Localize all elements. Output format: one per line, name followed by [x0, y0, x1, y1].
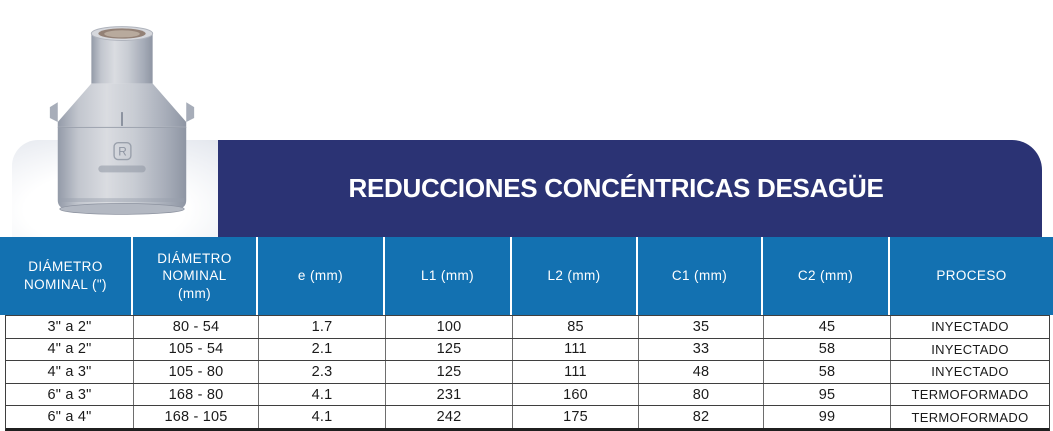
table-row: 6" a 4" 168 - 105 4.1 242 175 82 99 TERM…: [6, 406, 1049, 428]
col-header-l1-mm: L1 (mm): [385, 237, 512, 315]
cell-diametro-in: 6" a 3": [6, 383, 134, 406]
cell-l1: 231: [386, 383, 513, 406]
cell-proceso: INYECTADO: [931, 319, 1009, 335]
cell-diametro-mm: 168 - 105: [134, 406, 259, 428]
cell-diametro-in: 3" a 2": [6, 316, 134, 338]
reducer-cone: [57, 83, 187, 127]
cell-e: 1.7: [259, 316, 386, 338]
reducer-tab-right: [186, 102, 195, 122]
cell-l2: 175: [513, 406, 639, 428]
cell-proceso: INYECTADO: [931, 364, 1009, 380]
product-photo-concentric-reducer: R: [49, 26, 195, 215]
cell-diametro-in: 4" a 3": [6, 361, 134, 383]
cell-diametro-mm: 168 - 80: [134, 383, 259, 406]
col-header-c1-mm: C1 (mm): [638, 237, 763, 315]
reducer-opening-inner: [104, 30, 140, 38]
cell-e: 2.3: [259, 361, 386, 383]
cell-diametro-mm: 105 - 54: [134, 338, 259, 361]
col-header-diametro-nominal-mm: DIÁMETRO NOMINAL (mm): [133, 237, 258, 315]
embossed-logo-box: [113, 142, 132, 161]
table-row: 3" a 2" 80 - 54 1.7 100 85 35 45 INYECTA…: [6, 316, 1049, 339]
cell-e: 2.1: [259, 338, 386, 361]
embossed-logo-letter: R: [118, 145, 127, 159]
cell-proceso: TERMOFORMADO: [911, 387, 1029, 403]
table-header-row: DIÁMETRO NOMINAL (") DIÁMETRO NOMINAL (m…: [0, 237, 1053, 315]
cell-l1: 125: [386, 338, 513, 361]
page-title: REDUCCIONES CONCÉNTRICAS DESAGÜE: [348, 173, 884, 203]
col-header-e-mm: e (mm): [258, 237, 385, 315]
cell-c1: 35: [639, 316, 764, 338]
col-header-c2-mm: C2 (mm): [763, 237, 890, 315]
cell-c2: 58: [764, 361, 891, 383]
table-row: 6" a 3" 168 - 80 4.1 231 160 80 95 TERMO…: [6, 383, 1049, 407]
col-header-proceso: PROCESO: [936, 268, 1007, 284]
cell-c1: 82: [639, 406, 764, 428]
cell-e: 4.1: [259, 406, 386, 428]
reducer-tab-left: [49, 102, 58, 122]
col-header-l2-mm: L2 (mm): [512, 237, 638, 315]
bottom-rim-shadow: [59, 198, 185, 203]
cell-l1: 125: [386, 361, 513, 383]
cell-e: 4.1: [259, 383, 386, 406]
bottom-rim: [59, 203, 185, 215]
cell-proceso: TERMOFORMADO: [911, 409, 1029, 425]
cell-diametro-in: 6" a 4": [6, 406, 134, 428]
cell-l2: 85: [513, 316, 639, 338]
cell-c1: 80: [639, 383, 764, 406]
cell-l2: 160: [513, 383, 639, 406]
cell-c2: 58: [764, 338, 891, 361]
cell-diametro-mm: 105 - 80: [134, 361, 259, 383]
cell-l2: 111: [513, 338, 639, 361]
cell-c2: 99: [764, 406, 891, 428]
cell-proceso: INYECTADO: [931, 341, 1009, 357]
embossed-brand-text: [98, 165, 146, 173]
cell-c2: 45: [764, 316, 891, 338]
cell-diametro-in: 4" a 2": [6, 338, 134, 361]
title-banner: REDUCCIONES CONCÉNTRICAS DESAGÜE: [218, 140, 1042, 237]
cell-c2: 95: [764, 383, 891, 406]
cell-diametro-mm: 80 - 54: [134, 316, 259, 338]
cell-l1: 242: [386, 406, 513, 428]
table-row: 4" a 2" 105 - 54 2.1 125 111 33 58 INYEC…: [6, 338, 1049, 362]
cell-l2: 111: [513, 361, 639, 383]
cell-c1: 48: [639, 361, 764, 383]
cell-l1: 100: [386, 316, 513, 338]
table-body: 3" a 2" 80 - 54 1.7 100 85 35 45 INYECTA…: [5, 315, 1050, 431]
cell-c1: 33: [639, 338, 764, 361]
col-header-diametro-nominal-in: DIÁMETRO NOMINAL ("): [0, 237, 133, 315]
table-row: 4" a 3" 105 - 80 2.3 125 111 48 58 INYEC…: [6, 361, 1049, 384]
